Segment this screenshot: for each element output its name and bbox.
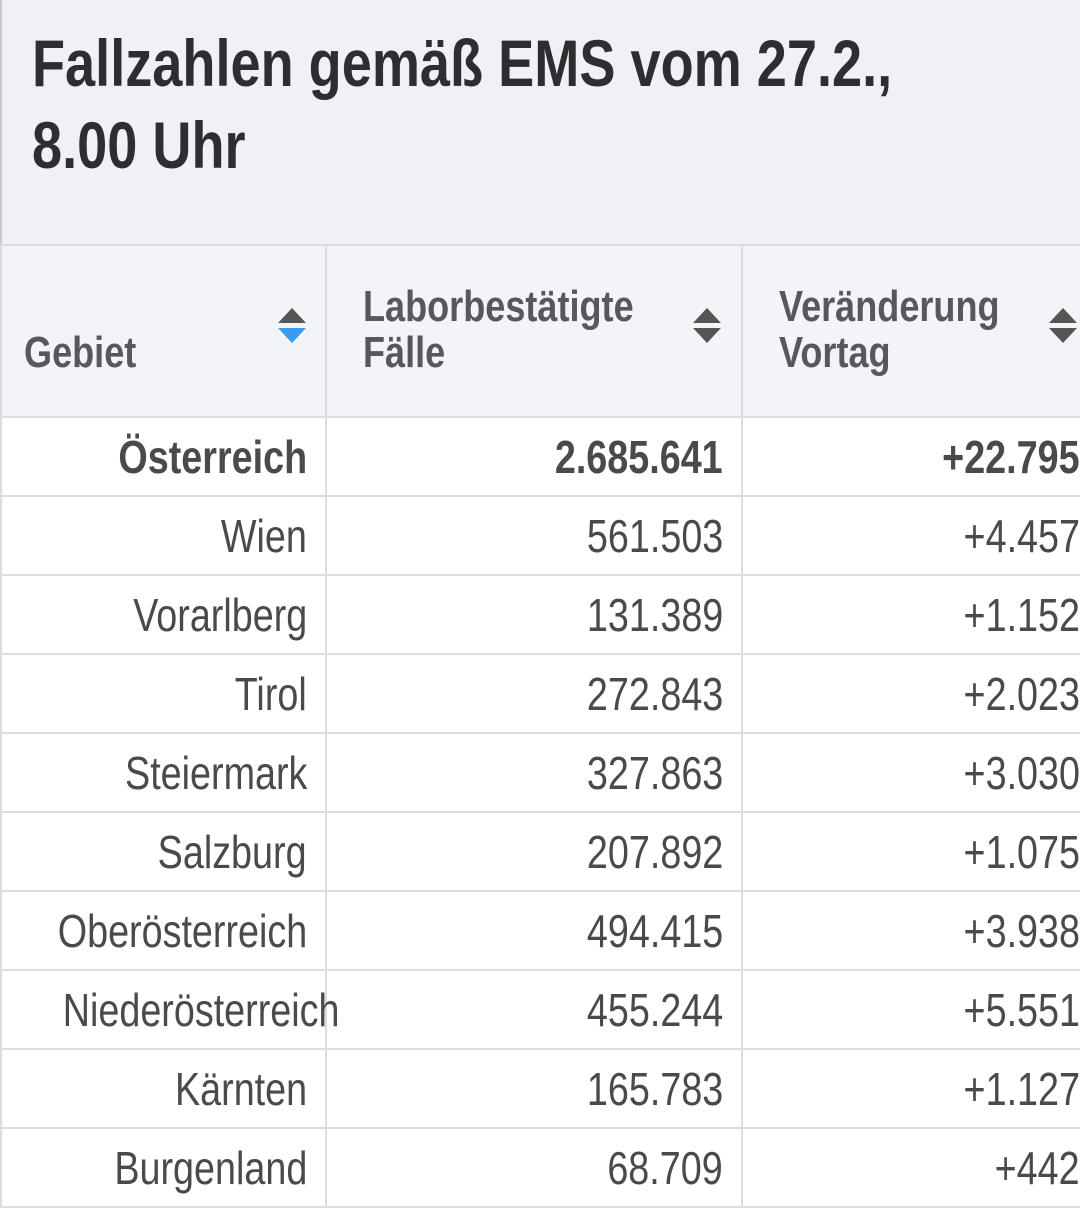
table-row: Steiermark 327.863 +3.030 <box>0 732 1080 813</box>
cell-faelle-text: 455.244 <box>586 983 723 1036</box>
cell-faelle: 207.892 <box>325 811 743 892</box>
header-label-line: Laborbestätigte <box>363 282 634 331</box>
table-row: Wien 561.503 +4.457 <box>0 495 1080 576</box>
column-header-veraenderung[interactable]: Veränderung Vortag <box>741 244 1080 418</box>
cell-gebiet: Niederösterreich <box>0 969 339 1050</box>
cell-gebiet-text: Salzburg <box>158 825 307 878</box>
cell-veraenderung: +1.075 <box>741 811 1080 892</box>
cell-gebiet-text: Steiermark <box>124 746 307 799</box>
title-line-2: 8.00 Uhr <box>32 108 246 182</box>
cell-veraenderung: +5.551 <box>741 969 1080 1050</box>
cell-veraenderung: +3.030 <box>741 732 1080 813</box>
cell-faelle: 68.709 <box>325 1127 743 1208</box>
cell-faelle-text: 165.783 <box>586 1062 723 1115</box>
title-line-1: Fallzahlen gemäß EMS vom 27.2., <box>32 26 893 100</box>
cell-gebiet-text: Tirol <box>235 667 307 720</box>
cell-faelle-text: 207.892 <box>586 825 723 878</box>
cell-gebiet-text: Wien <box>221 509 307 562</box>
cell-faelle-text: 2.685.641 <box>555 430 723 483</box>
cell-gebiet-text: Vorarlberg <box>132 588 307 641</box>
cell-gebiet-text: Burgenland <box>114 1141 307 1194</box>
case-table: Gebiet Laborbestätigte Fälle Veränderung… <box>0 244 1080 1208</box>
column-header-gebiet[interactable]: Gebiet <box>0 244 327 418</box>
cell-faelle-text: 561.503 <box>586 509 723 562</box>
cell-veraenderung-text: +3.938 <box>963 904 1080 957</box>
cell-veraenderung-text: +3.030 <box>963 746 1080 799</box>
cell-faelle: 131.389 <box>325 574 743 655</box>
cell-veraenderung-text: +442 <box>995 1141 1080 1194</box>
cell-veraenderung: +22.795 <box>741 416 1080 497</box>
cell-faelle: 165.783 <box>325 1048 743 1129</box>
cell-gebiet: Burgenland <box>0 1127 327 1208</box>
table-row: Salzburg 207.892 +1.075 <box>0 811 1080 892</box>
cell-veraenderung-text: +4.457 <box>963 509 1080 562</box>
cell-gebiet: Vorarlberg <box>0 574 327 655</box>
cell-veraenderung: +2.023 <box>741 653 1080 734</box>
cell-gebiet: Oberösterreich <box>0 890 327 971</box>
cell-faelle-text: 68.709 <box>607 1141 723 1194</box>
cell-gebiet: Steiermark <box>0 732 327 813</box>
table-row: Burgenland 68.709 +442 <box>0 1127 1080 1208</box>
cell-veraenderung: +4.457 <box>741 495 1080 576</box>
cell-gebiet-text: Oberösterreich <box>57 904 307 957</box>
cell-faelle: 455.244 <box>325 969 743 1050</box>
cell-veraenderung-text: +22.795 <box>942 430 1080 483</box>
cell-faelle-text: 327.863 <box>586 746 723 799</box>
cell-gebiet: Kärnten <box>0 1048 327 1129</box>
cell-gebiet-text: Niederösterreich <box>62 983 340 1036</box>
table-row: Niederösterreich 455.244 +5.551 <box>0 969 1080 1050</box>
cell-veraenderung-text: +1.127 <box>963 1062 1080 1115</box>
table-row: Oberösterreich 494.415 +3.938 <box>0 890 1080 971</box>
cell-gebiet: Wien <box>0 495 327 576</box>
cell-veraenderung: +3.938 <box>741 890 1080 971</box>
cell-faelle: 561.503 <box>325 495 743 576</box>
table-row: Vorarlberg 131.389 +1.152 <box>0 574 1080 655</box>
header-label: Gebiet <box>24 330 136 376</box>
cell-veraenderung-text: +5.551 <box>963 983 1080 1036</box>
header-label: Veränderung Vortag <box>779 284 1000 376</box>
table-row: Kärnten 165.783 +1.127 <box>0 1048 1080 1129</box>
cell-veraenderung: +1.152 <box>741 574 1080 655</box>
cell-gebiet-text: Kärnten <box>174 1062 307 1115</box>
cell-veraenderung-text: +2.023 <box>963 667 1080 720</box>
cell-faelle: 494.415 <box>325 890 743 971</box>
title-area: Fallzahlen gemäß EMS vom 27.2., 8.00 Uhr <box>0 0 1080 244</box>
header-label-line: Vortag <box>779 328 891 377</box>
cell-veraenderung: +1.127 <box>741 1048 1080 1129</box>
cell-veraenderung-text: +1.075 <box>963 825 1080 878</box>
cell-veraenderung-text: +1.152 <box>963 588 1080 641</box>
cell-faelle: 327.863 <box>325 732 743 813</box>
table-row: Tirol 272.843 +2.023 <box>0 653 1080 734</box>
header-label-line: Fälle <box>363 328 446 377</box>
cell-gebiet: Salzburg <box>0 811 327 892</box>
cell-faelle: 272.843 <box>325 653 743 734</box>
cell-faelle-text: 494.415 <box>586 904 723 957</box>
header-row: Gebiet Laborbestätigte Fälle Veränderung… <box>0 244 1080 418</box>
sort-icon[interactable] <box>278 308 306 348</box>
cell-veraenderung: +442 <box>741 1127 1080 1208</box>
cell-faelle-text: 272.843 <box>586 667 723 720</box>
table-row: Österreich 2.685.641 +22.795 <box>0 416 1080 497</box>
cell-faelle: 2.685.641 <box>325 416 743 497</box>
header-label: Laborbestätigte Fälle <box>363 284 634 376</box>
cell-gebiet: Österreich <box>0 416 327 497</box>
header-label-line: Gebiet <box>24 328 137 377</box>
sort-icon[interactable] <box>693 308 721 348</box>
page-title: Fallzahlen gemäß EMS vom 27.2., 8.00 Uhr <box>32 22 1016 186</box>
cell-faelle-text: 131.389 <box>586 588 723 641</box>
header-label-line: Veränderung <box>779 282 1000 331</box>
column-header-faelle[interactable]: Laborbestätigte Fälle <box>325 244 743 418</box>
sort-icon[interactable] <box>1049 308 1077 348</box>
cell-gebiet: Tirol <box>0 653 327 734</box>
cell-gebiet-text: Österreich <box>118 430 307 483</box>
